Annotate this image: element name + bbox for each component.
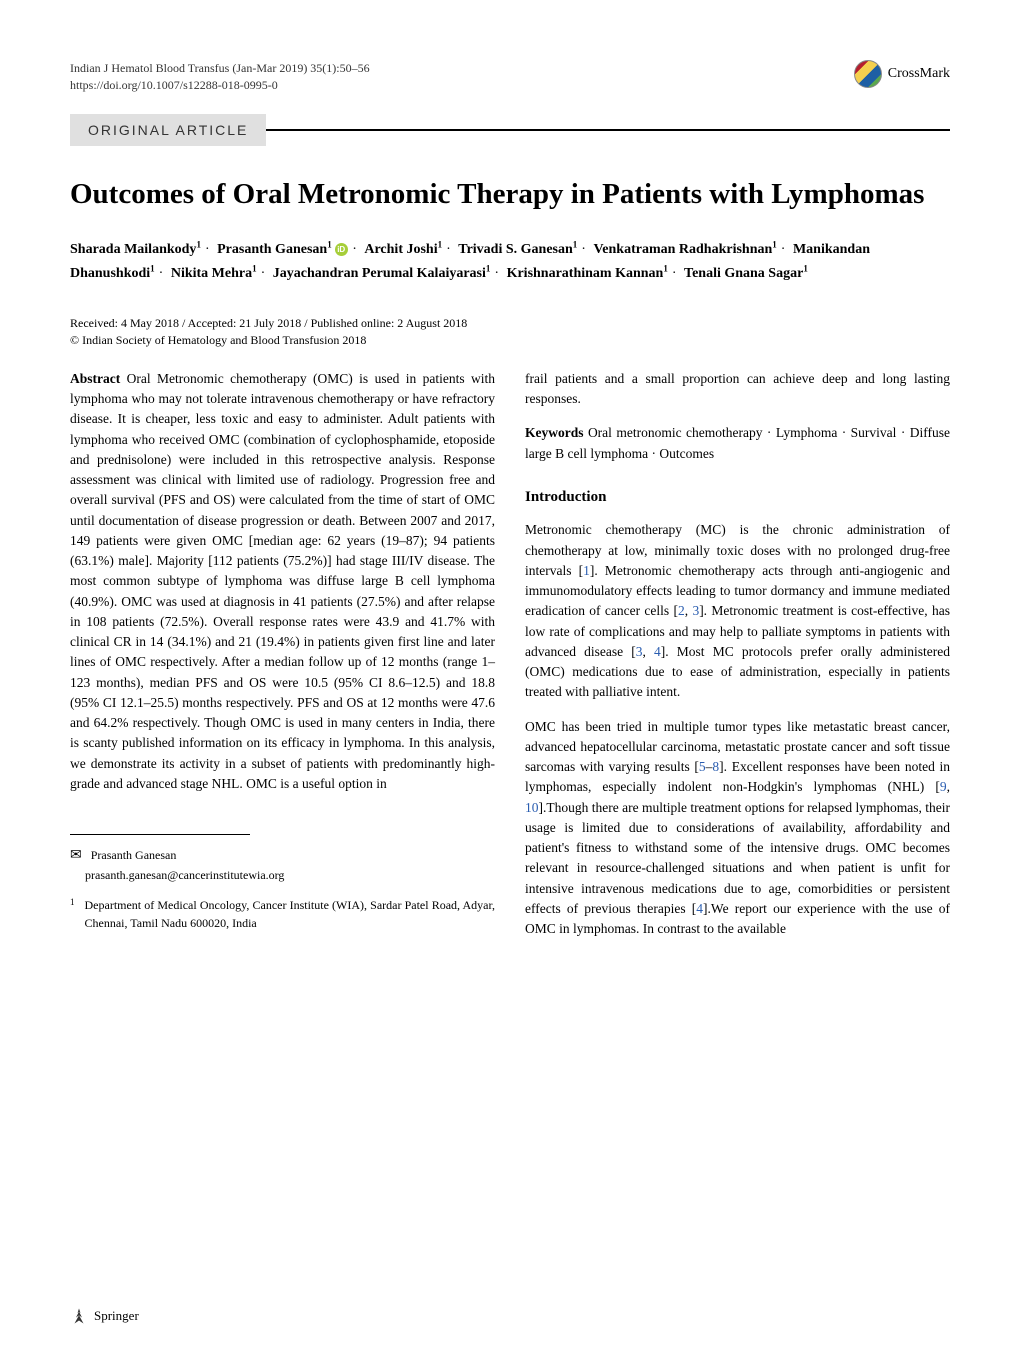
intro-paragraph-1: Metronomic chemotherapy (MC) is the chro… <box>525 520 950 702</box>
springer-footer: Springer <box>70 1307 139 1325</box>
affil-num: 1 <box>70 897 75 907</box>
author: Nikita Mehra1 <box>171 266 257 281</box>
left-column: Abstract Oral Metronomic chemotherapy (O… <box>70 369 495 954</box>
author: Prasanth Ganesan1 <box>217 242 332 257</box>
ref-link[interactable]: 9 <box>940 779 947 794</box>
article-type-row: ORIGINAL ARTICLE <box>70 114 950 146</box>
envelope-icon: ✉ <box>70 848 82 863</box>
author: Sharada Mailankody1 <box>70 242 201 257</box>
journal-name: Indian J Hematol Blood Transfus (Jan-Mar… <box>70 60 370 77</box>
springer-label: Springer <box>94 1308 139 1324</box>
keywords: Keywords Oral metronomic chemotherapy · … <box>525 423 950 464</box>
author: Archit Joshi1 <box>364 242 442 257</box>
ref-link[interactable]: 3 <box>636 644 643 659</box>
ref-link[interactable]: 2 <box>678 603 685 618</box>
keywords-label: Keywords <box>525 425 584 440</box>
crossmark-label: CrossMark <box>888 66 950 82</box>
author: Venkatraman Radhakrishnan1 <box>593 242 776 257</box>
article-title: Outcomes of Oral Metronomic Therapy in P… <box>70 176 950 214</box>
affil-text: Department of Medical Oncology, Cancer I… <box>85 896 496 932</box>
corr-email[interactable]: prasanth.ganesan@cancerinstitutewia.org <box>85 868 284 882</box>
springer-icon <box>70 1307 88 1325</box>
abstract: Abstract Oral Metronomic chemotherapy (O… <box>70 369 495 794</box>
author: Trivadi S. Ganesan1 <box>458 242 577 257</box>
dates-line1: Received: 4 May 2018 / Accepted: 21 July… <box>70 315 950 332</box>
ref-link[interactable]: 4 <box>654 644 661 659</box>
two-column-body: Abstract Oral Metronomic chemotherapy (O… <box>70 369 950 954</box>
introduction-heading: Introduction <box>525 486 950 509</box>
abstract-text: Oral Metronomic chemotherapy (OMC) is us… <box>70 371 495 791</box>
keywords-text: Oral metronomic chemotherapy · Lymphoma … <box>525 425 950 460</box>
intro-paragraph-2: OMC has been tried in multiple tumor typ… <box>525 717 950 940</box>
orcid-icon[interactable] <box>335 243 348 256</box>
corresponding-author: ✉ Prasanth Ganesan prasanth.ganesan@canc… <box>70 845 495 884</box>
right-column: frail patients and a small proportion ca… <box>525 369 950 954</box>
footer-rule <box>70 834 250 835</box>
article-type-line <box>266 129 950 131</box>
corr-name: Prasanth Ganesan <box>91 848 177 862</box>
header-row: Indian J Hematol Blood Transfus (Jan-Mar… <box>70 60 950 94</box>
author: Krishnarathinam Kannan1 <box>507 266 668 281</box>
journal-doi[interactable]: https://doi.org/10.1007/s12288-018-0995-… <box>70 77 370 94</box>
article-dates: Received: 4 May 2018 / Accepted: 21 July… <box>70 315 950 349</box>
affiliation: 1 Department of Medical Oncology, Cancer… <box>70 896 495 932</box>
author: Tenali Gnana Sagar1 <box>684 266 808 281</box>
crossmark-badge[interactable]: CrossMark <box>854 60 950 88</box>
abstract-label: Abstract <box>70 371 120 386</box>
abstract-continuation: frail patients and a small proportion ca… <box>525 369 950 410</box>
ref-link[interactable]: 5 <box>699 759 706 774</box>
journal-info: Indian J Hematol Blood Transfus (Jan-Mar… <box>70 60 370 94</box>
author-list: Sharada Mailankody1· Prasanth Ganesan1 ·… <box>70 237 950 285</box>
dates-line2: © Indian Society of Hematology and Blood… <box>70 332 950 349</box>
author: Jayachandran Perumal Kalaiyarasi1 <box>273 266 491 281</box>
article-type-badge: ORIGINAL ARTICLE <box>70 114 266 146</box>
ref-link[interactable]: 1 <box>583 563 590 578</box>
ref-link[interactable]: 10 <box>525 800 539 815</box>
crossmark-icon <box>854 60 882 88</box>
